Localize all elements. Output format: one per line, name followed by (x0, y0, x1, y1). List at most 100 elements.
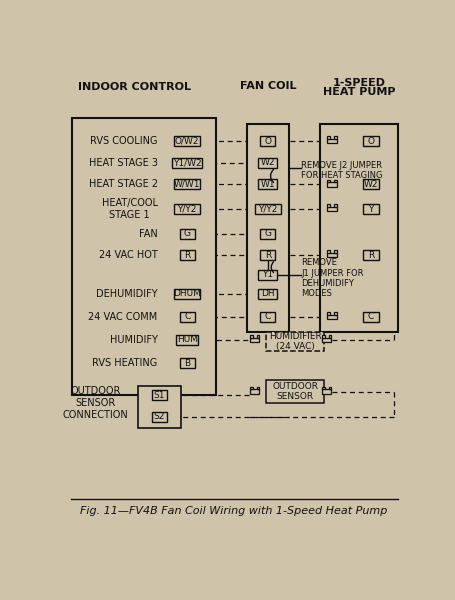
Bar (256, 387, 259, 389)
Text: O/W2: O/W2 (175, 137, 199, 146)
Bar (362, 179, 378, 190)
Bar (260, 312, 274, 322)
Bar (174, 136, 200, 146)
Text: Fig. 11—FV4B Fan Coil Wiring with 1-Speed Heat Pump: Fig. 11—FV4B Fan Coil Wiring with 1-Spee… (80, 506, 387, 516)
Text: C: C (264, 313, 270, 322)
Bar (260, 229, 274, 239)
Bar (334, 312, 336, 315)
Text: S2: S2 (153, 412, 165, 421)
Bar (151, 391, 167, 400)
Text: INDOOR CONTROL: INDOOR CONTROL (78, 82, 191, 92)
Text: W2: W2 (363, 180, 377, 189)
Bar (327, 136, 329, 139)
Text: HEAT PUMP: HEAT PUMP (322, 87, 394, 97)
Bar (327, 207, 336, 211)
Bar (176, 335, 198, 345)
Bar (321, 338, 331, 342)
Bar (249, 387, 252, 389)
Bar (362, 250, 378, 260)
Text: REMOVE J2 JUMPER
FOR HEAT STAGING: REMOVE J2 JUMPER FOR HEAT STAGING (300, 161, 382, 180)
Text: FAN: FAN (139, 229, 157, 239)
Bar (327, 204, 329, 207)
Bar (327, 182, 336, 187)
Text: O: O (264, 137, 271, 146)
Text: R: R (367, 251, 373, 260)
Text: Y1/W2: Y1/W2 (172, 158, 201, 167)
Text: O: O (367, 137, 374, 146)
Bar (151, 412, 167, 422)
Bar (321, 387, 324, 389)
Text: C: C (367, 313, 373, 322)
Bar (249, 338, 259, 342)
Bar (179, 358, 194, 368)
Bar (174, 289, 200, 299)
Bar (334, 250, 336, 253)
Text: RVS HEATING: RVS HEATING (92, 358, 157, 368)
Bar (172, 158, 202, 168)
Bar (334, 136, 336, 139)
Text: HEAT STAGE 2: HEAT STAGE 2 (88, 179, 157, 190)
Bar (258, 269, 277, 280)
Bar (138, 386, 181, 428)
Text: HEAT/COOL
STAGE 1: HEAT/COOL STAGE 1 (101, 198, 157, 220)
Text: HUMIDIFIER
(24 VAC): HUMIDIFIER (24 VAC) (268, 332, 321, 351)
Bar (258, 158, 277, 168)
Text: Y/Y2: Y/Y2 (177, 205, 197, 214)
Text: B: B (184, 359, 190, 368)
Text: 24 VAC HOT: 24 VAC HOT (99, 250, 157, 260)
Bar (249, 335, 252, 338)
Bar (321, 335, 324, 338)
Text: G: G (264, 229, 271, 238)
Text: W1: W1 (260, 180, 274, 189)
Text: RVS COOLING: RVS COOLING (90, 136, 157, 146)
Bar (179, 250, 194, 260)
Text: OUTDOOR
SENSOR: OUTDOOR SENSOR (272, 382, 318, 401)
Bar (321, 389, 331, 394)
Text: FAN COIL: FAN COIL (239, 81, 295, 91)
Text: HEAT STAGE 3: HEAT STAGE 3 (89, 158, 157, 168)
Text: G: G (183, 229, 190, 238)
Bar (256, 335, 259, 338)
Bar (327, 179, 329, 182)
Bar (174, 179, 200, 190)
Text: W2: W2 (260, 158, 274, 167)
Bar (260, 136, 274, 146)
Bar (258, 179, 277, 190)
Bar (327, 253, 336, 257)
Text: 1-SPEED: 1-SPEED (332, 78, 385, 88)
Bar (258, 289, 277, 299)
Bar (249, 389, 259, 394)
Bar (328, 335, 331, 338)
Bar (320, 124, 397, 332)
Bar (266, 332, 324, 351)
Bar (334, 179, 336, 182)
Bar (328, 387, 331, 389)
Bar (362, 312, 378, 322)
Bar (362, 204, 378, 214)
Text: R: R (264, 251, 270, 260)
Bar (174, 204, 200, 214)
Text: Y1: Y1 (262, 270, 273, 279)
Text: OUTDOOR
SENSOR
CONNECTION: OUTDOOR SENSOR CONNECTION (62, 386, 128, 420)
Bar (179, 312, 194, 322)
Bar (246, 124, 289, 332)
Text: DEHUMIDIFY: DEHUMIDIFY (96, 289, 157, 299)
Bar (179, 229, 194, 239)
Text: Y/Y2: Y/Y2 (258, 205, 277, 214)
Bar (327, 312, 329, 315)
Bar (266, 380, 324, 403)
Text: 24 VAC COMM: 24 VAC COMM (88, 312, 157, 322)
Bar (334, 204, 336, 207)
Bar (254, 204, 280, 214)
Text: REMOVE
J1 JUMPER FOR
DEHUMIDIFY
MODES: REMOVE J1 JUMPER FOR DEHUMIDIFY MODES (300, 258, 363, 298)
Bar (327, 139, 336, 143)
Bar (362, 136, 378, 146)
Text: DH: DH (260, 289, 274, 298)
Text: S1: S1 (153, 391, 165, 400)
Text: C: C (184, 313, 190, 322)
Bar (260, 250, 274, 260)
Text: W/W1: W/W1 (173, 180, 200, 189)
Text: DHUM: DHUM (173, 289, 201, 298)
Text: R: R (184, 251, 190, 260)
Text: Y: Y (367, 205, 373, 214)
